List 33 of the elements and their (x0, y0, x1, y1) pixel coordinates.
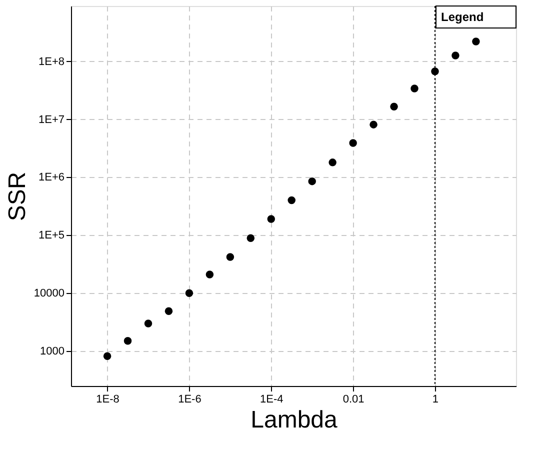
point (164, 307, 173, 315)
y-tick-label: 10000 (34, 288, 64, 300)
y-tick-label: 1000 (40, 346, 64, 358)
point (390, 102, 398, 111)
point (349, 139, 357, 147)
legend-title: Legend (441, 10, 484, 24)
point (144, 320, 152, 328)
point (308, 177, 316, 186)
x-tick-label: 1 (432, 394, 439, 406)
x-tick-label: 0.01 (342, 394, 364, 406)
x-tick-label: 1E-6 (178, 394, 202, 406)
y-tick-label: 1E+6 (38, 172, 64, 184)
point (246, 234, 255, 242)
y-axis-title: SSR (4, 172, 31, 222)
point (328, 158, 336, 166)
y-tick-label: 1E+8 (38, 56, 64, 68)
point (267, 215, 276, 223)
point (452, 52, 460, 60)
point (103, 352, 112, 360)
point (185, 289, 194, 298)
point (124, 337, 132, 345)
point (410, 84, 418, 92)
y-tick-label: 1E+5 (38, 230, 64, 242)
x-axis-title: Lambda (250, 406, 338, 434)
point (370, 120, 378, 128)
point (226, 253, 234, 261)
y-tick-label: 1E+7 (38, 114, 64, 126)
x-tick-label: 1E-8 (96, 394, 120, 406)
x-tick-label: 1E-4 (260, 394, 284, 406)
point (288, 196, 296, 204)
point (431, 68, 439, 76)
point (206, 270, 214, 278)
point (472, 38, 480, 46)
